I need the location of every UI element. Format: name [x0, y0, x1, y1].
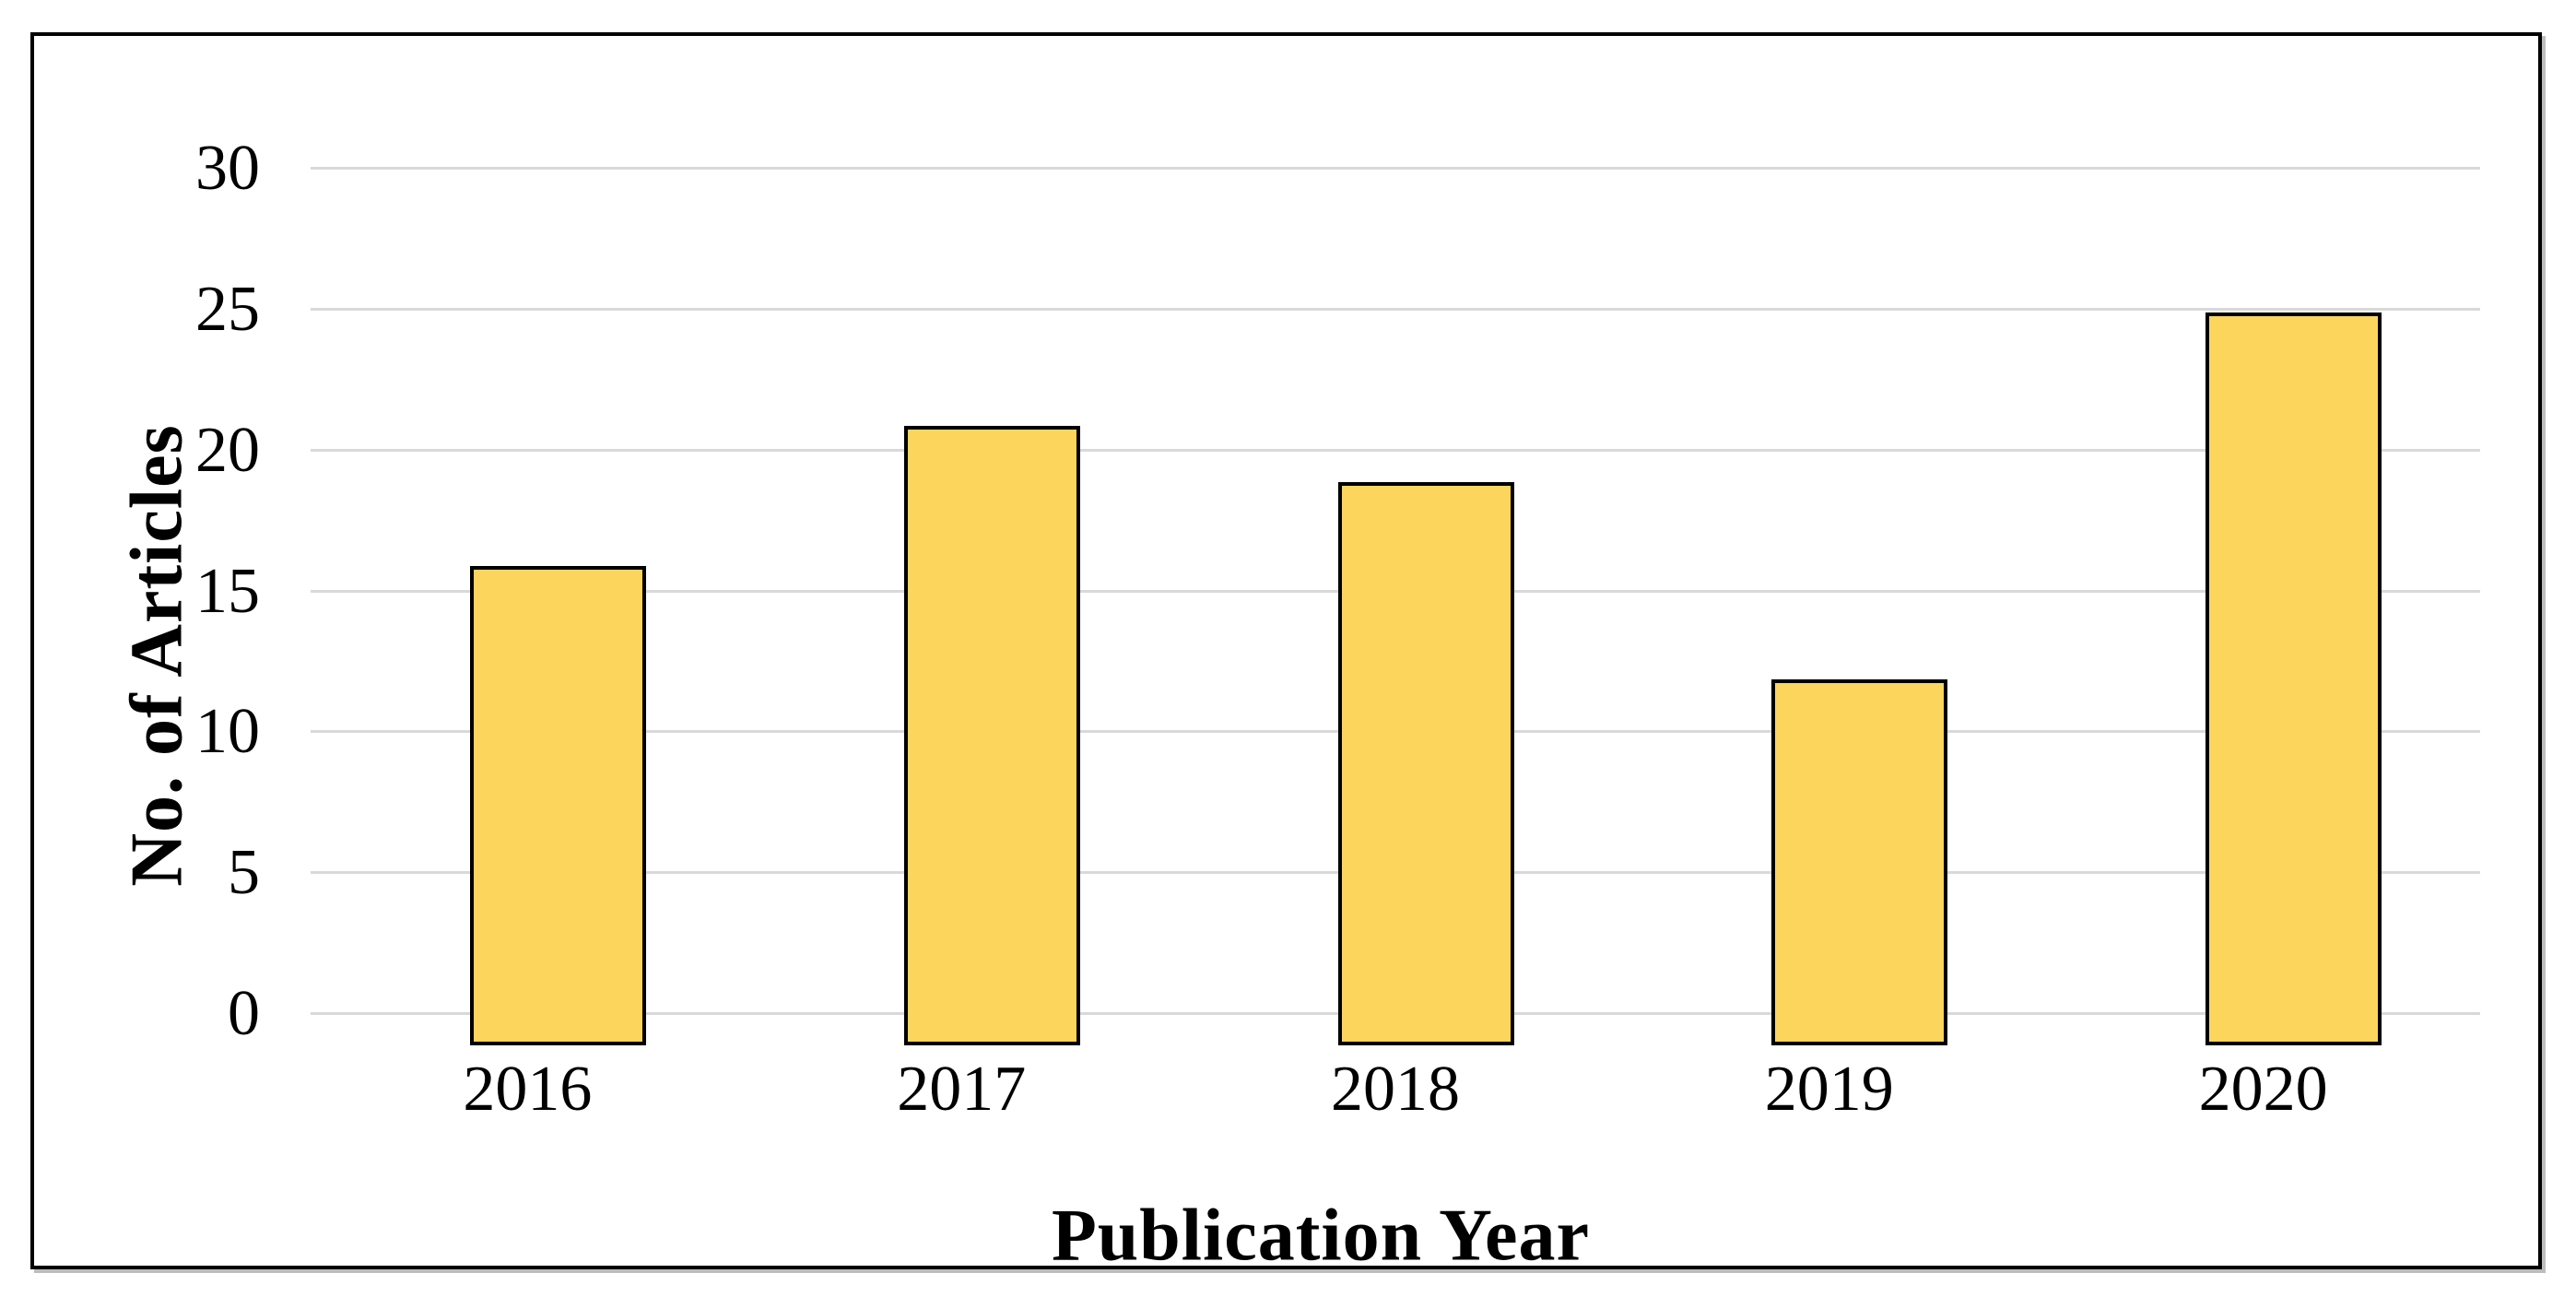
y-axis-title: No. of Articles — [116, 424, 198, 887]
chart-frame: No. of Articles Publication Year 0 5 10 15 2… — [30, 32, 2542, 1277]
x-tick-label-2018: 2018 — [1331, 1054, 1460, 1125]
gridline-y-25 — [311, 307, 2480, 311]
y-tick-label: 15 — [195, 555, 260, 627]
bar-2018 — [1337, 481, 1514, 1045]
bar-2017 — [903, 425, 1080, 1045]
plot-area — [341, 200, 2511, 1045]
bar-2020 — [2205, 312, 2382, 1045]
x-tick-label-2019: 2019 — [1764, 1054, 1894, 1125]
gridline-y-20 — [311, 448, 2480, 452]
y-tick-label: 0 — [228, 978, 260, 1049]
bar-2016 — [469, 566, 646, 1045]
y-tick-label: 30 — [195, 133, 260, 204]
x-tick-label-2020: 2020 — [2198, 1054, 2328, 1125]
x-tick-label-2017: 2017 — [897, 1054, 1027, 1125]
x-axis-title: Publication Year — [1051, 1195, 1591, 1277]
x-tick-label-2016: 2016 — [463, 1054, 593, 1125]
y-tick-label: 5 — [228, 837, 260, 909]
bar-2019 — [1771, 678, 1948, 1045]
gridline-y-30 — [311, 167, 2480, 170]
y-tick-label: 20 — [195, 414, 260, 486]
y-tick-label: 25 — [195, 273, 260, 345]
y-tick-label: 10 — [195, 696, 260, 768]
